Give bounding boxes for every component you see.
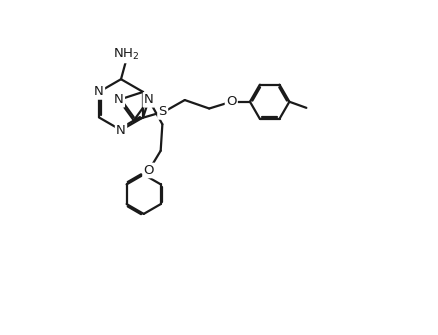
- Text: N: N: [144, 93, 153, 106]
- Text: N: N: [116, 124, 126, 137]
- Text: N: N: [94, 85, 103, 98]
- Text: S: S: [158, 106, 166, 118]
- Text: NH$_2$: NH$_2$: [113, 47, 139, 62]
- Text: O: O: [143, 164, 154, 177]
- Text: O: O: [226, 95, 236, 108]
- Text: N: N: [114, 93, 124, 106]
